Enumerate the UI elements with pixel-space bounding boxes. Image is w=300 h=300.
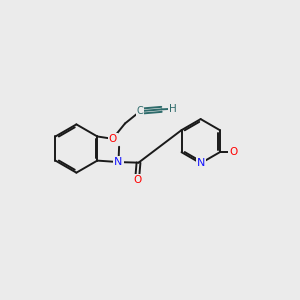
Text: C: C — [137, 106, 144, 116]
Text: N: N — [196, 158, 205, 168]
Text: O: O — [109, 134, 117, 144]
Text: O: O — [133, 175, 141, 185]
Text: N: N — [114, 157, 123, 167]
Text: H: H — [169, 104, 177, 114]
Text: O: O — [229, 147, 237, 157]
